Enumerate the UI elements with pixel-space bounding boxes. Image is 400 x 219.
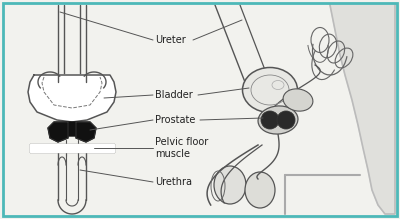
Text: Prostate: Prostate (155, 115, 195, 125)
Text: Ureter: Ureter (155, 35, 186, 45)
Polygon shape (66, 122, 78, 136)
Text: muscle: muscle (155, 149, 190, 159)
Polygon shape (28, 75, 116, 122)
Text: Urethra: Urethra (155, 177, 192, 187)
Ellipse shape (245, 172, 275, 208)
Polygon shape (330, 5, 395, 214)
Ellipse shape (261, 111, 279, 129)
Ellipse shape (214, 166, 246, 204)
Ellipse shape (242, 67, 298, 113)
Polygon shape (76, 122, 96, 142)
Text: Pelvic floor: Pelvic floor (155, 137, 208, 147)
Text: Bladder: Bladder (155, 90, 193, 100)
Polygon shape (48, 122, 68, 142)
Ellipse shape (258, 106, 298, 134)
Polygon shape (30, 144, 114, 152)
Ellipse shape (283, 89, 313, 111)
Ellipse shape (277, 111, 295, 129)
